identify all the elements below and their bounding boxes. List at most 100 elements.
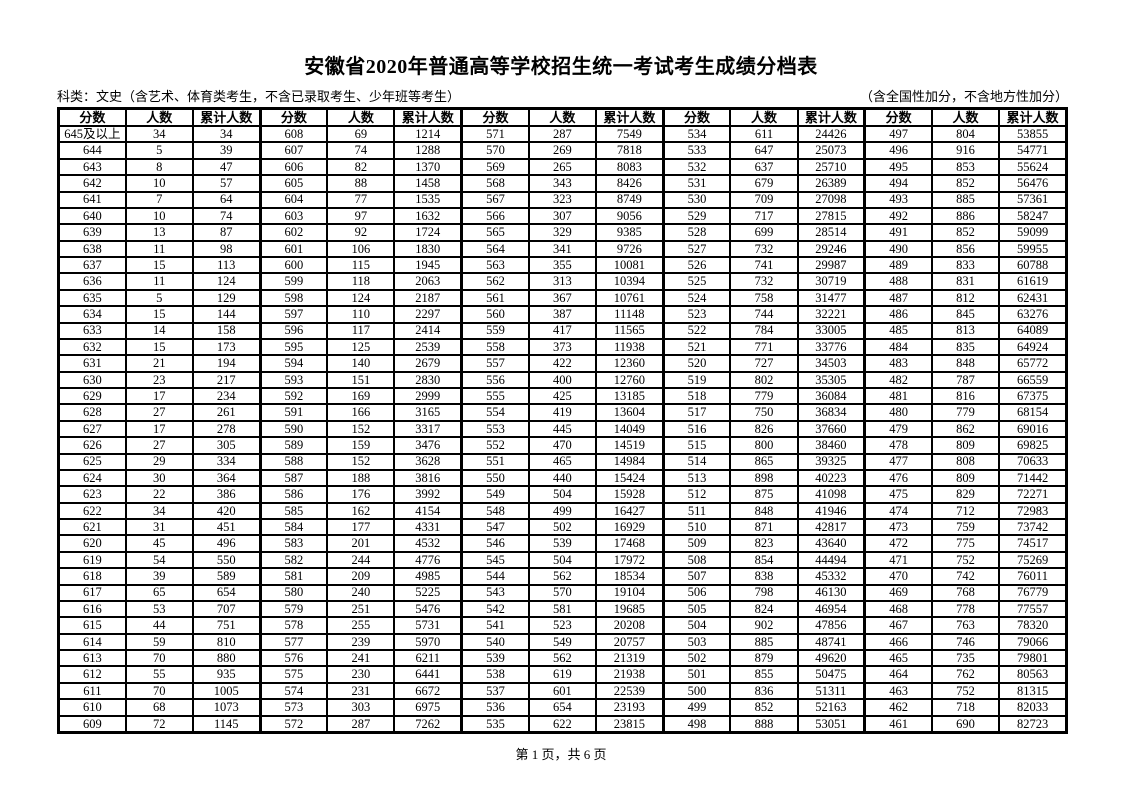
cumulative-cell: 2414 bbox=[393, 321, 463, 340]
cumulative-cell: 16929 bbox=[594, 517, 665, 537]
table-row: 629 17 234 592 169 2999 555 425 13185 518 779 36084… bbox=[57, 386, 1068, 406]
cumulative-cell: 9056 bbox=[594, 206, 665, 226]
score-cell: 517 bbox=[661, 403, 732, 422]
count-cell: 117 bbox=[326, 321, 396, 340]
count-cell: 784 bbox=[729, 321, 799, 340]
count-cell: 885 bbox=[930, 190, 1001, 209]
cumulative-cell: 49620 bbox=[796, 648, 866, 668]
count-cell: 74 bbox=[326, 141, 396, 160]
score-cell: 574 bbox=[258, 681, 329, 701]
score-cell: 576 bbox=[258, 648, 329, 668]
count-cell: 898 bbox=[729, 468, 799, 488]
score-cell: 588 bbox=[258, 452, 329, 471]
cumulative-cell: 60788 bbox=[998, 255, 1068, 275]
score-cell: 557 bbox=[460, 354, 530, 373]
count-cell: 10 bbox=[124, 206, 194, 226]
score-cell: 559 bbox=[460, 321, 530, 340]
score-cell: 508 bbox=[661, 550, 732, 570]
cumulative-cell: 194 bbox=[191, 354, 262, 373]
count-cell: 804 bbox=[930, 124, 1001, 144]
count-cell: 422 bbox=[527, 354, 598, 373]
count-cell: 92 bbox=[326, 223, 396, 242]
cumulative-cell: 158 bbox=[191, 321, 262, 340]
count-cell: 82 bbox=[326, 157, 396, 177]
count-cell: 7 bbox=[124, 190, 194, 209]
cumulative-cell: 707 bbox=[191, 599, 262, 619]
score-cell: 500 bbox=[661, 681, 732, 701]
table-row: 609 72 1145 572 287 7262 535 622 23815 498 888 5305… bbox=[57, 714, 1068, 734]
count-cell: 30 bbox=[124, 468, 194, 488]
cumulative-cell: 5225 bbox=[393, 583, 463, 602]
cumulative-cell: 44494 bbox=[796, 550, 866, 570]
cumulative-cell: 2679 bbox=[393, 354, 463, 373]
page-title: 安徽省2020年普通高等学校招生统一考试考生成绩分档表 bbox=[304, 56, 818, 78]
score-cell: 495 bbox=[863, 157, 933, 177]
score-cell: 465 bbox=[863, 648, 933, 668]
count-cell: 871 bbox=[729, 517, 799, 537]
count-cell: 343 bbox=[527, 174, 598, 193]
score-cell: 545 bbox=[460, 550, 530, 570]
score-cell: 492 bbox=[863, 206, 933, 226]
cumulative-cell: 82723 bbox=[998, 714, 1068, 734]
count-cell: 53 bbox=[124, 599, 194, 619]
score-cell: 520 bbox=[661, 354, 732, 373]
table-row: 622 34 420 585 162 4154 548 499 16427 511 848 41946… bbox=[57, 501, 1068, 521]
score-cell: 474 bbox=[863, 501, 933, 521]
score-cell: 497 bbox=[863, 124, 933, 144]
table-row: 619 54 550 582 244 4776 545 504 17972 508 854 44494… bbox=[57, 550, 1068, 570]
cumulative-cell: 41098 bbox=[796, 485, 866, 504]
count-cell: 732 bbox=[729, 272, 799, 291]
count-cell: 854 bbox=[729, 550, 799, 570]
count-cell: 778 bbox=[930, 599, 1001, 619]
header-cell-score: 分数 bbox=[258, 107, 329, 127]
score-cell: 506 bbox=[661, 583, 732, 602]
count-cell: 445 bbox=[527, 419, 598, 439]
header-cell-count: 人数 bbox=[124, 107, 194, 127]
score-cell: 486 bbox=[863, 305, 933, 324]
count-cell: 699 bbox=[729, 223, 799, 242]
count-cell: 779 bbox=[930, 403, 1001, 422]
score-cell: 642 bbox=[57, 174, 127, 193]
score-cell: 489 bbox=[863, 255, 933, 275]
count-cell: 879 bbox=[729, 648, 799, 668]
score-cell: 494 bbox=[863, 174, 933, 193]
cumulative-cell: 1370 bbox=[393, 157, 463, 177]
cumulative-cell: 935 bbox=[191, 665, 262, 684]
score-cell: 541 bbox=[460, 616, 530, 635]
score-cell: 535 bbox=[460, 714, 530, 734]
score-cell: 488 bbox=[863, 272, 933, 291]
score-cell: 531 bbox=[661, 174, 732, 193]
score-cell: 496 bbox=[863, 141, 933, 160]
score-cell: 462 bbox=[863, 698, 933, 717]
count-cell: 201 bbox=[326, 534, 396, 553]
score-cell: 543 bbox=[460, 583, 530, 602]
cumulative-cell: 1288 bbox=[393, 141, 463, 160]
score-cell: 565 bbox=[460, 223, 530, 242]
cumulative-cell: 37660 bbox=[796, 419, 866, 439]
score-cell: 521 bbox=[661, 337, 732, 357]
score-cell: 514 bbox=[661, 452, 732, 471]
cumulative-cell: 278 bbox=[191, 419, 262, 439]
score-cell: 522 bbox=[661, 321, 732, 340]
score-cell: 510 bbox=[661, 517, 732, 537]
cumulative-cell: 4532 bbox=[393, 534, 463, 553]
cumulative-cell: 54771 bbox=[998, 141, 1068, 160]
score-cell: 527 bbox=[661, 239, 732, 259]
score-cell: 471 bbox=[863, 550, 933, 570]
score-cell: 624 bbox=[57, 468, 127, 488]
score-cell: 529 bbox=[661, 206, 732, 226]
count-cell: 562 bbox=[527, 567, 598, 586]
cumulative-cell: 79066 bbox=[998, 632, 1068, 652]
cumulative-cell: 3628 bbox=[393, 452, 463, 471]
score-cell: 470 bbox=[863, 567, 933, 586]
count-cell: 59 bbox=[124, 632, 194, 652]
cumulative-cell: 4985 bbox=[393, 567, 463, 586]
score-cell: 472 bbox=[863, 534, 933, 553]
count-cell: 768 bbox=[930, 583, 1001, 602]
count-cell: 21 bbox=[124, 354, 194, 373]
cumulative-cell: 45332 bbox=[796, 567, 866, 586]
score-cell: 519 bbox=[661, 370, 732, 390]
score-cell: 540 bbox=[460, 632, 530, 652]
cumulative-cell: 654 bbox=[191, 583, 262, 602]
table-row: 634 15 144 597 110 2297 560 387 11148 523 744 32221… bbox=[57, 305, 1068, 324]
